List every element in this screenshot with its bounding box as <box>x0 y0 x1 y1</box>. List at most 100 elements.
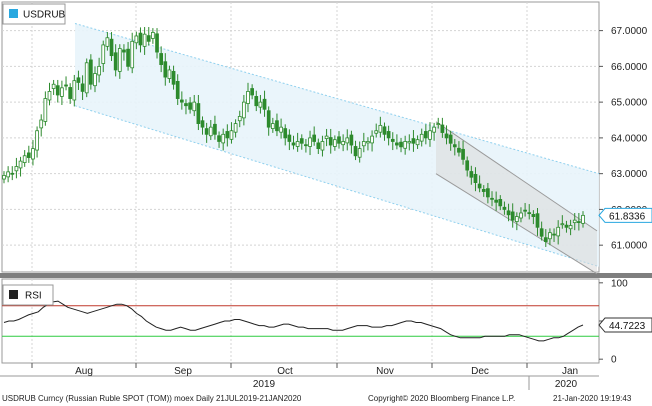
year-label-1: 2020 <box>555 379 578 390</box>
candle-body-77 <box>320 141 325 151</box>
candle-body-108 <box>448 134 453 144</box>
candle-body-113 <box>469 171 474 178</box>
candle-body-29 <box>122 49 126 53</box>
candle-body-89 <box>370 135 374 144</box>
candle-body-18 <box>76 77 81 83</box>
year-label-0: 2019 <box>253 379 276 390</box>
candle-body-25 <box>105 37 110 47</box>
candle-body-12 <box>51 83 56 89</box>
rsi-ytick-label-2: 0 <box>611 355 617 366</box>
candle-body-136 <box>564 224 569 228</box>
price-ytick-label-1: 66.0000 <box>611 62 648 73</box>
candle-body-26 <box>109 38 114 57</box>
x-tick-label-3: Nov <box>376 366 394 377</box>
candle-body-44 <box>184 103 188 107</box>
candle-body-13 <box>55 85 60 96</box>
candle-body-27 <box>113 52 118 71</box>
candle-body-127 <box>527 212 532 215</box>
candle-body-39 <box>163 61 168 78</box>
candle-body-105 <box>436 123 441 125</box>
rsi-panel <box>1 278 600 364</box>
candle-body-31 <box>130 40 135 69</box>
channel-main-fill <box>75 23 599 267</box>
x-tick-label-0: Aug <box>75 366 93 377</box>
candle-body-111 <box>461 148 465 160</box>
candle-body-73 <box>304 144 308 147</box>
candle-body-116 <box>481 188 486 192</box>
candle-body-86 <box>357 148 362 158</box>
candle-body-76 <box>316 142 321 150</box>
candle-body-57 <box>237 116 242 122</box>
candle-body-104 <box>432 126 436 133</box>
candle-body-22 <box>93 73 97 87</box>
price-ytick-label-2: 65.0000 <box>611 98 648 109</box>
candle-body-63 <box>262 98 267 110</box>
channel-main-lower <box>74 105 600 268</box>
candle-body-46 <box>192 101 197 112</box>
candle-body-97 <box>403 141 408 149</box>
candle-body-139 <box>577 221 581 223</box>
candle-body-134 <box>556 226 561 237</box>
candle-body-70 <box>291 142 296 146</box>
candle-body-40 <box>167 69 172 79</box>
candle-body-47 <box>196 103 201 124</box>
candle-body-93 <box>386 131 391 139</box>
candle-body-53 <box>221 133 226 144</box>
candle-body-120 <box>498 199 503 207</box>
candle-body-74 <box>308 137 312 147</box>
channel-second-upper <box>435 121 598 232</box>
copyright-label: Copyright© 2020 Bloomberg Finance L.P. <box>368 394 516 403</box>
candle-body-71 <box>295 141 300 147</box>
candle-body-118 <box>490 197 494 200</box>
chart-svg: 67.000066.000065.000064.000063.000062.00… <box>0 1 652 390</box>
candle-body-8 <box>35 130 39 151</box>
candle-body-112 <box>465 160 470 171</box>
candle-body-67 <box>279 126 283 133</box>
candle-body-16 <box>68 87 73 99</box>
candle-body-92 <box>382 126 387 135</box>
candle-body-122 <box>506 210 511 216</box>
rsi-legend-label: RSI <box>25 291 42 302</box>
candle-body-54 <box>225 131 230 139</box>
candle-body-130 <box>539 228 544 237</box>
candle-body-85 <box>353 146 358 157</box>
candle-body-34 <box>142 33 147 47</box>
candle-body-81 <box>337 136 341 144</box>
candle-body-95 <box>395 142 399 146</box>
candle-body-68 <box>283 128 288 139</box>
candle-body-42 <box>175 80 180 99</box>
candle-body-35 <box>146 35 151 42</box>
candle-body-43 <box>179 99 184 103</box>
candle-body-99 <box>411 138 416 144</box>
candle-body-6 <box>26 152 31 158</box>
candle-body-30 <box>126 48 130 67</box>
price-ytick-label-4: 63.0000 <box>611 169 648 180</box>
candle-body-10 <box>43 98 48 122</box>
candle-body-58 <box>242 101 246 119</box>
candle-body-2 <box>10 172 15 175</box>
candle-body-62 <box>258 101 263 108</box>
candle-body-128 <box>531 214 536 217</box>
candle-body-55 <box>229 130 234 140</box>
candle-body-96 <box>399 141 403 148</box>
price-legend-swatch <box>9 9 18 18</box>
candle-body-36 <box>151 31 155 39</box>
price-last-value-box <box>598 207 652 223</box>
x-tick-label-5: Jan <box>562 366 578 377</box>
rsi-last-value-box <box>598 317 652 333</box>
candle-body-33 <box>138 32 143 46</box>
price-last-value-label: 61.8336 <box>609 211 646 222</box>
candle-body-28 <box>117 48 122 72</box>
candle-body-7 <box>31 148 35 160</box>
candle-body-133 <box>552 233 556 236</box>
candle-body-107 <box>444 133 449 139</box>
candle-body-137 <box>568 225 573 230</box>
rsi-ytick-label-0: 100 <box>611 278 628 289</box>
candle-body-101 <box>419 133 424 142</box>
candle-body-129 <box>535 213 540 228</box>
candle-body-64 <box>266 110 271 128</box>
candle-body-106 <box>440 124 445 133</box>
candle-body-50 <box>208 126 213 137</box>
source-label: USDRUB Curncy (Russian Ruble SPOT (TOM))… <box>2 394 302 403</box>
